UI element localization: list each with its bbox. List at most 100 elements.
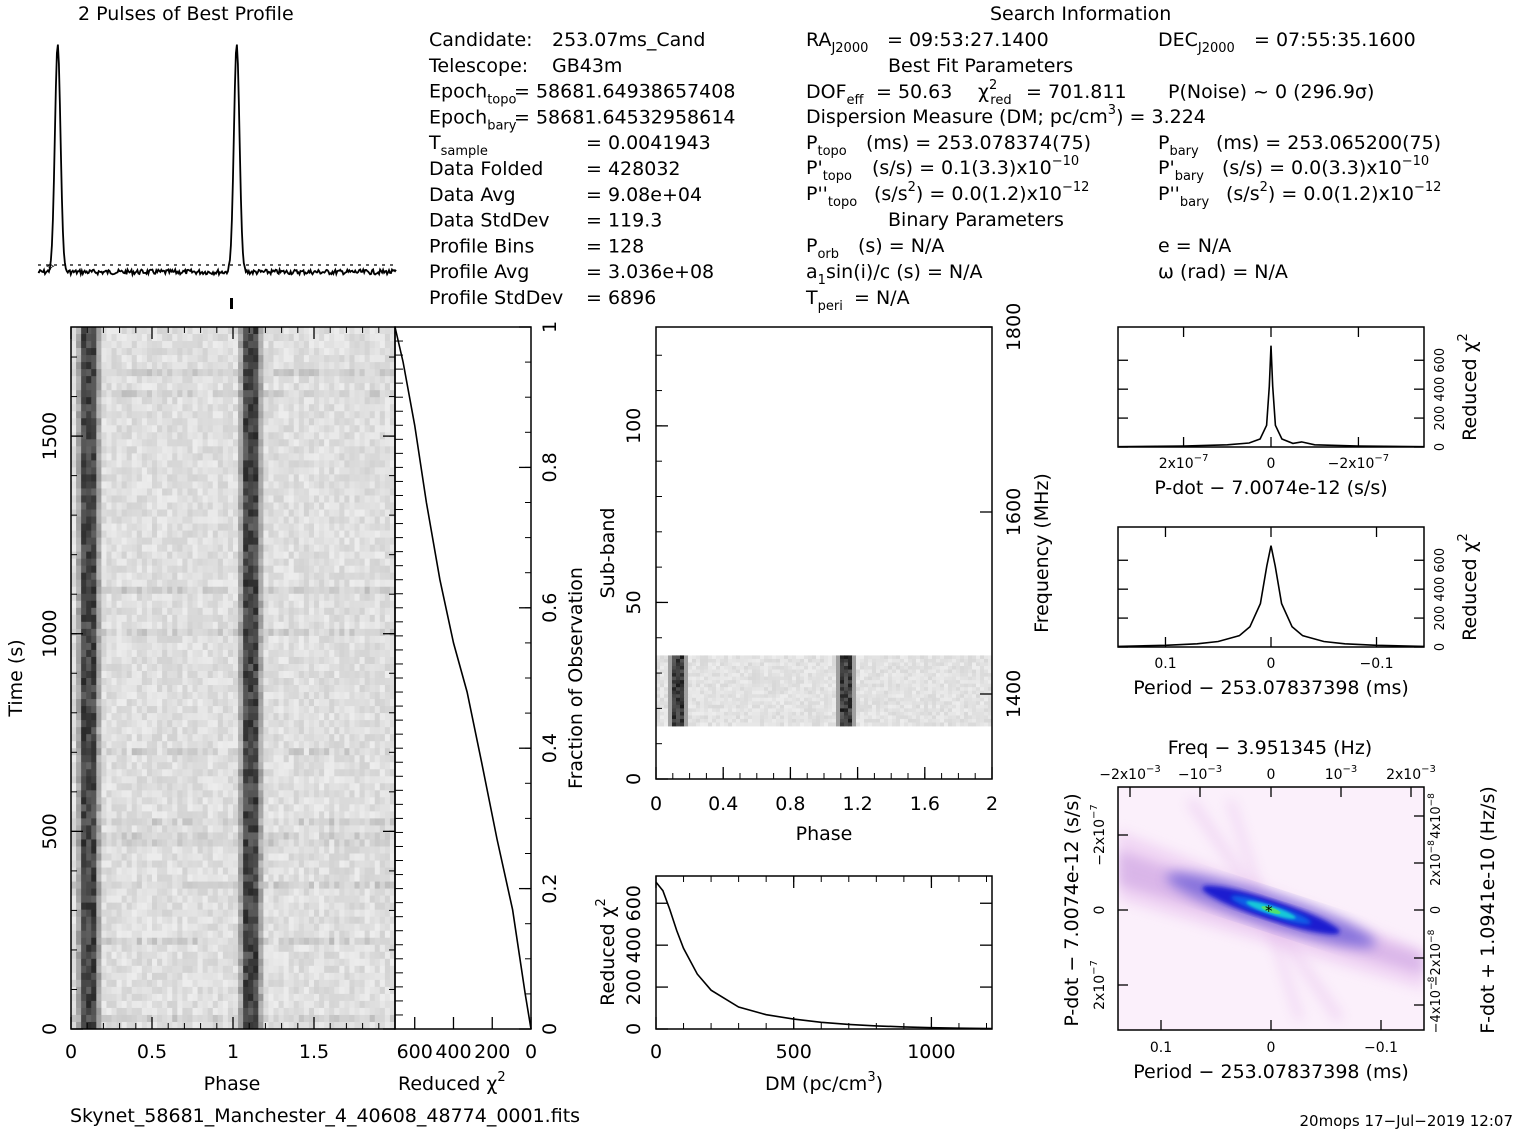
chi2-value: = 701.811 xyxy=(1026,81,1127,103)
period-panel: 0.1 0 −0.1 0 200 400 600 Period − 253.07837398… xyxy=(1117,526,1481,699)
subband-ylabel: Sub-band xyxy=(597,508,619,599)
chi2-fraction-xtick: 200 xyxy=(474,1041,510,1063)
small-panel-xtick: 0.1 xyxy=(1154,656,1176,672)
small-panel-ytick: 200 xyxy=(1433,606,1448,631)
search-info-title: Search Information xyxy=(990,3,1171,25)
ppdot-y2label: F-dot + 1.0941e-10 (Hz/s) xyxy=(1477,786,1499,1034)
small-panel-ytick: 600 xyxy=(1433,548,1448,573)
dm-panel: 0 500 1000 0 200 400 600 DM (pc/cm3) Reduced χ… xyxy=(594,875,993,1095)
dm-label: Dispersion Measure (DM; pc/cm3) = 3.224 xyxy=(806,103,1206,128)
tperi-value: = N/A xyxy=(854,287,910,309)
best-fit-marker: * xyxy=(1265,902,1273,920)
ecc-value: e = N/A xyxy=(1158,235,1231,257)
ppdot-toptick: −10−3 xyxy=(1178,764,1222,783)
period-axes: 0.1 0 −0.1 0 200 400 600 xyxy=(1118,527,1448,672)
subband-y2tick: 1400 xyxy=(1003,670,1025,718)
dm-xtick: 500 xyxy=(776,1041,812,1063)
ptopo-label: Ptopo xyxy=(806,132,847,159)
pddtopo-exp: −12 xyxy=(1062,180,1089,195)
info-label: Data Folded xyxy=(429,158,543,180)
dm-ylabel: Reduced χ2 xyxy=(594,898,619,1006)
omega-value: ω (rad) = N/A xyxy=(1158,261,1288,283)
info-value: = 6896 xyxy=(586,287,656,309)
ra-value: = 09:53:27.1400 xyxy=(887,29,1049,51)
ppdot-y2tick: 4x10−8 xyxy=(1427,793,1444,839)
info-value: = 9.08e+04 xyxy=(586,184,702,206)
ppdot-y2tick: 0 xyxy=(1429,906,1444,914)
time-phase-xtick: 1 xyxy=(227,1041,239,1063)
chi2-fraction-curve xyxy=(394,326,532,1030)
dec-value: = 07:55:35.1600 xyxy=(1254,29,1416,51)
subband-y2tick: 1600 xyxy=(1003,488,1025,536)
ppdot-ytick: −2x10−7 xyxy=(1089,804,1108,866)
small-panel-ytick: 0 xyxy=(1433,643,1448,651)
pddbary-unit: (s/s xyxy=(1226,183,1260,205)
profile-phase-marker xyxy=(230,298,233,309)
subband-ytick: 50 xyxy=(623,590,645,614)
chi2-fraction-ylabel: Fraction of Observation xyxy=(565,567,587,789)
dm-curve xyxy=(655,881,993,1030)
subband-axes: 0 0.4 0.8 1.2 1.6 2 0 50 100 1400 1600 1800 xyxy=(623,303,1025,815)
subband-xtick: 1.2 xyxy=(842,793,872,815)
best-fit-title: Best Fit Parameters xyxy=(888,55,1073,77)
period-curve xyxy=(1117,545,1425,648)
pdbary-mantissa: (s/s) = 0.0(3.3)x10 xyxy=(1222,157,1402,179)
period-ylabel: Reduced χ2 xyxy=(1456,533,1481,641)
info-value: = 58681.64532958614 xyxy=(514,106,735,128)
pdbary-label: P'bary xyxy=(1158,157,1204,184)
dec-label: DECJ2000 xyxy=(1158,29,1235,56)
info-value: = 3.036e+08 xyxy=(586,261,714,283)
profile-marker: ⟡ xyxy=(46,259,55,274)
chi2-fraction-ytick: 1 xyxy=(539,321,561,333)
pdot-panel: 2x10−7 0 −2x10−7 0 200 400 600 P-dot − 7.0074e… xyxy=(1117,326,1481,499)
pdtopo-exp: −10 xyxy=(1052,154,1079,169)
pdbary-value: (s/s) = 0.0(3.3)x10−10 xyxy=(1222,154,1429,179)
dm-xlabel: DM (pc/cm3) xyxy=(765,1070,883,1095)
info-label: Tsample xyxy=(428,132,488,159)
pdot-xlabel: P-dot − 7.0074e-12 (s/s) xyxy=(1154,477,1387,499)
pdot-ylabel: Reduced χ2 xyxy=(1456,333,1481,441)
small-panel-xtick: −0.1 xyxy=(1360,656,1394,672)
time-phase-xtick: 0 xyxy=(65,1041,77,1063)
dm-ytick: 600 xyxy=(623,885,645,921)
chi2-fraction-axes: 600 400 200 00 0.2 0.4 0.6 0.8 1 xyxy=(395,321,561,1063)
pnoise-value: P(Noise) ~ 0 (296.9σ) xyxy=(1168,81,1374,103)
small-panel-ytick: 200 xyxy=(1433,406,1448,431)
subband-xtick: 0.8 xyxy=(775,793,805,815)
period-xlabel: Period − 253.07837398 (ms) xyxy=(1133,677,1409,699)
info-label: Epochbary xyxy=(429,106,517,133)
chi2-label: χ2 red xyxy=(978,78,1012,108)
porb-label: Porb xyxy=(806,235,839,262)
dm-ytick: 400 xyxy=(623,927,645,963)
pdtopo-value: (s/s) = 0.1(3.3)x10−10 xyxy=(872,154,1079,179)
pddtopo-value: (s/s2) = 0.0(1.2)x10−12 xyxy=(874,180,1089,205)
dm-xlabel-text: DM (pc/cm xyxy=(765,1073,867,1095)
dm-axes: 0 500 1000 0 200 400 600 xyxy=(623,876,992,1063)
info-value: = 119.3 xyxy=(586,210,662,232)
dm-ytick: 200 xyxy=(623,969,645,1005)
ppdot-y2tick: −2x10−8 xyxy=(1427,929,1444,986)
pbary-value: (ms) = 253.065200(75) xyxy=(1216,132,1441,154)
ppdot-toptick: 10−3 xyxy=(1325,764,1358,783)
ppdot-y2tick: 2x10−8 xyxy=(1427,840,1444,886)
info-value: = 128 xyxy=(586,235,644,257)
subband-xtick: 0.4 xyxy=(708,793,738,815)
ra-label: RAJ2000 xyxy=(806,29,868,56)
pdot-ylabel-text: Reduced χ xyxy=(1459,341,1481,440)
info-value: = 0.0041943 xyxy=(586,132,711,154)
subband-xtick: 1.6 xyxy=(910,793,940,815)
chi2-fraction-ytick: 0.6 xyxy=(539,593,561,623)
small-panel-xtick: 0 xyxy=(1267,656,1276,672)
ppdot-title: Freq − 3.951345 (Hz) xyxy=(1168,737,1372,759)
ppdot-ytick: 0 xyxy=(1092,906,1108,915)
info-label: Profile StdDev xyxy=(429,287,563,309)
dof-prefix: DOF xyxy=(806,81,847,103)
subband-xlabel: Phase xyxy=(796,823,853,845)
timestamp: 20mops 17−Jul−2019 12:07 xyxy=(1300,1112,1513,1130)
pddtopo-mantissa: ) = 0.0(1.2)x10 xyxy=(916,183,1062,205)
chi2-fraction-xtick: 600 xyxy=(397,1041,433,1063)
info-value: = 58681.64938657408 xyxy=(514,81,735,103)
dm-xtick: 1000 xyxy=(907,1041,955,1063)
profile-curve xyxy=(37,44,397,278)
